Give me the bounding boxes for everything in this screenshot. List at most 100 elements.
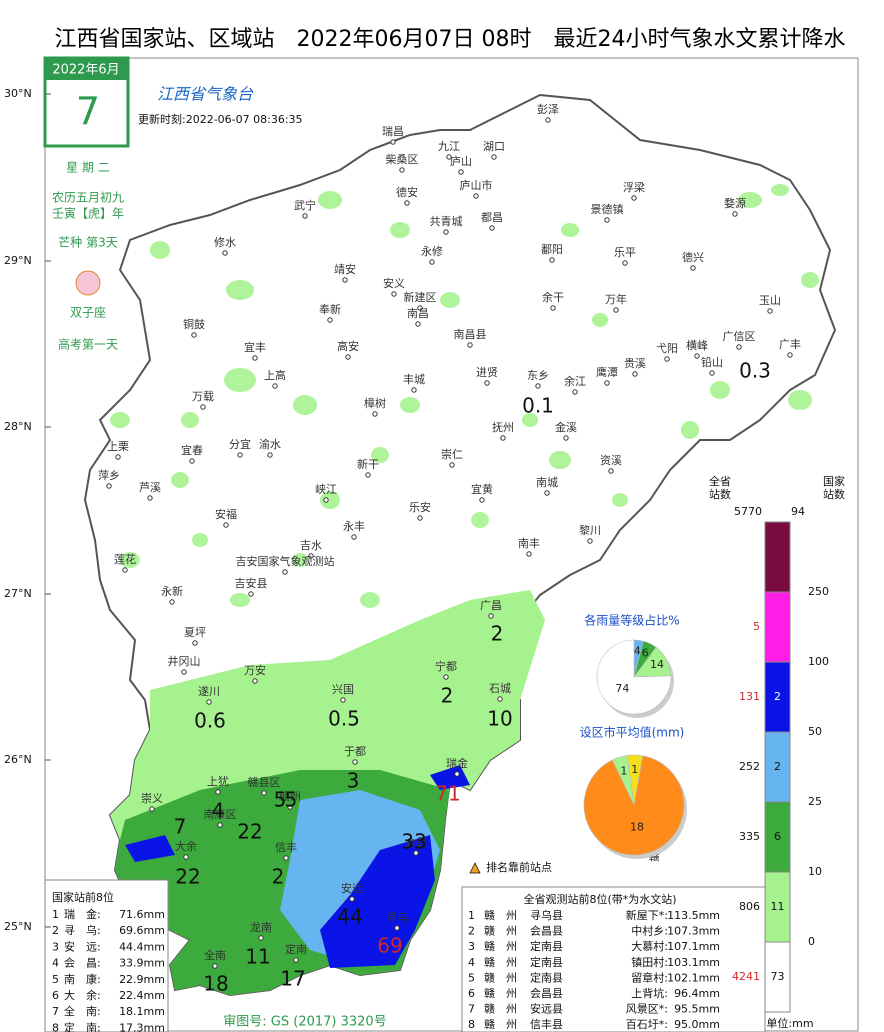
city-dot [526, 551, 532, 557]
city-dot [283, 855, 289, 861]
amount: 44.4mm [119, 940, 165, 953]
city-dot [622, 260, 628, 266]
city-label: 贵溪 [624, 357, 646, 370]
rain-patch [400, 397, 420, 413]
city-label: 上犹 [207, 775, 229, 788]
rain-patch [230, 593, 250, 607]
legend-threshold: 0 [808, 935, 815, 948]
city-dot [608, 468, 614, 474]
city-label: 渝水 [259, 437, 281, 451]
city-label: 永丰 [343, 519, 365, 533]
solar-term: 芒种 第3天 [58, 235, 117, 250]
city-label: 资溪 [600, 454, 622, 467]
amount: 17.3mm [119, 1021, 165, 1032]
city-label: 遂川 [198, 684, 220, 698]
city-dot [544, 490, 550, 496]
rain-patch [293, 395, 317, 415]
city-dot [446, 154, 452, 160]
station: 会 昌: [64, 957, 101, 970]
logo: 江西省气象台 [157, 85, 254, 104]
city-label: 安义 [383, 276, 405, 290]
city-dot [417, 305, 423, 311]
map-approval: 审图号: GS (2017) 3320号 [223, 1015, 386, 1030]
rank: 5 [52, 973, 59, 986]
rain-amount: 22 [175, 865, 200, 889]
county: 定南县 [530, 955, 563, 969]
rain-patch [226, 280, 254, 300]
rain-amount: 2 [441, 684, 454, 708]
city-dot [563, 435, 569, 441]
rain-patch [360, 592, 380, 608]
city-dot [473, 193, 479, 199]
city-dot [545, 117, 551, 123]
city-label: 南丰 [518, 537, 540, 550]
city-dot [323, 497, 329, 503]
station: 定 南: [64, 1020, 101, 1032]
rain-area-50-100 [125, 835, 175, 862]
station: 百石圩*: [626, 1018, 668, 1031]
weekday: 星 期 二 [66, 161, 110, 175]
rain-amount: 7 [174, 815, 187, 839]
city-label: 宜黄 [471, 482, 493, 496]
city-label: 万载 [192, 390, 214, 403]
amount: 102.1mm [667, 971, 720, 984]
rain-patch [549, 451, 571, 469]
city-label: 上栗 [107, 440, 129, 453]
rank: 1 [468, 909, 475, 922]
station: 风景区*: [626, 1003, 668, 1016]
legend-province-count: 4241 [732, 970, 760, 983]
city-label: 东乡 [527, 369, 549, 382]
city-dot [399, 167, 405, 173]
lunar-year: 壬寅【虎】年 [52, 206, 124, 221]
legend-total: 5770 [734, 505, 762, 518]
rain-amount: 0.1 [522, 394, 554, 418]
rain-patch [681, 421, 699, 439]
city-label: 安远 [341, 881, 363, 895]
city-label: 广丰 [779, 338, 801, 351]
city-label: 余江 [564, 374, 586, 388]
city-dot [604, 380, 610, 386]
city-dot [491, 154, 497, 160]
rain-patch [110, 412, 130, 428]
city-label: 定南 [285, 942, 307, 956]
city-dot [192, 640, 198, 646]
county: 信丰县 [530, 1018, 563, 1031]
legend-province-count: 252 [739, 760, 760, 773]
legend-national-count: 2 [774, 690, 781, 703]
amount: 107.3mm [667, 925, 720, 938]
city-dot [248, 591, 254, 597]
city-label: 共青城 [430, 215, 463, 228]
station: 安 远: [64, 939, 101, 953]
city-dot [694, 353, 700, 359]
city-label: 靖安 [334, 262, 356, 276]
city-dot [267, 452, 273, 458]
legend-national-count: 73 [771, 970, 785, 983]
rain-patch [801, 272, 819, 288]
city-label: 彭泽 [537, 102, 559, 116]
rank: 4 [52, 957, 59, 970]
city-dot [587, 538, 593, 544]
city-dot [631, 195, 637, 201]
legend-swatch [764, 661, 791, 733]
legend-header: 国家站数 [823, 474, 845, 501]
amount: 22.4mm [119, 989, 165, 1002]
city-label: 崇仁 [441, 448, 463, 461]
city-dot [391, 291, 397, 297]
city-dot [183, 854, 189, 860]
city-dot [340, 697, 346, 703]
city-label: 婺源 [724, 196, 746, 210]
city-label: 吉水 [300, 539, 322, 552]
city-label: 于都 [344, 745, 366, 758]
station: 寻 乌: [64, 923, 101, 937]
rain-patch [292, 553, 308, 567]
rain-patch [771, 184, 789, 196]
city-dot [449, 462, 455, 468]
city-dot [351, 534, 357, 540]
rank: 6 [52, 989, 59, 1002]
legend-province-count: 335 [739, 830, 760, 843]
city-label: 修水 [214, 235, 236, 249]
pie-slice [583, 755, 685, 856]
amount: 95.0mm [674, 1018, 720, 1031]
lat-label: 26°N [4, 753, 32, 766]
city: 赣 州 [484, 924, 517, 938]
